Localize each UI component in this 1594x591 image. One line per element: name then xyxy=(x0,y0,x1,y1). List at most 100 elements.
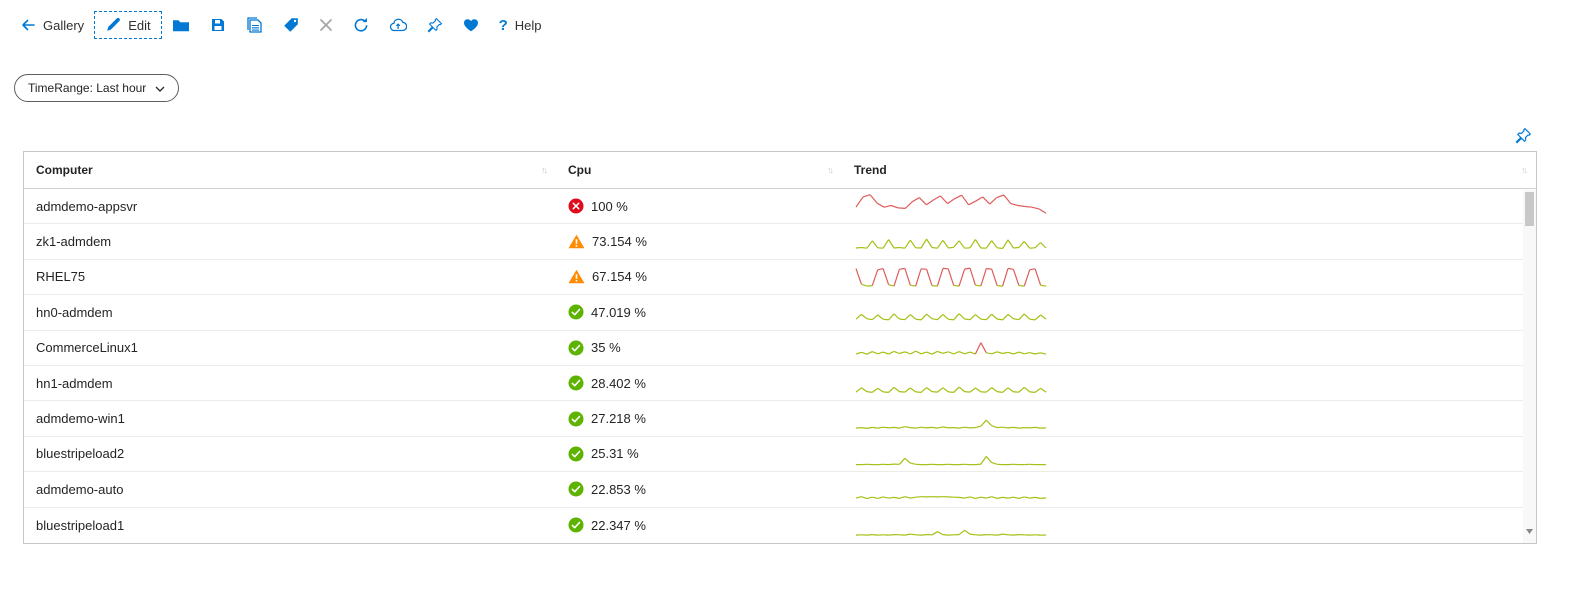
close-button xyxy=(309,12,343,38)
cpu-value: 28.402 % xyxy=(591,375,646,391)
computer-cell: admdemo-win1 xyxy=(36,411,125,427)
edit-label: Edit xyxy=(128,17,151,33)
time-range-dropdown[interactable]: TimeRange: Last hour xyxy=(14,74,180,102)
cpu-value: 67.154 % xyxy=(592,269,647,285)
cpu-cell: 47.019 % xyxy=(556,304,842,320)
close-icon xyxy=(319,18,333,32)
cpu-trend-sparkline xyxy=(855,386,1047,394)
computer-cell: hn1-admdem xyxy=(36,375,113,391)
scroll-down-arrow-icon[interactable] xyxy=(1526,521,1533,539)
table-row[interactable]: admdemo-appsvr 100 % xyxy=(24,189,1536,225)
trend-cell xyxy=(842,474,1536,504)
cpu-trend-sparkline xyxy=(855,238,1047,249)
pencil-icon xyxy=(105,17,121,33)
help-icon: ? xyxy=(498,16,508,34)
cpu-cell: 25.31 % xyxy=(556,446,842,462)
column-header-cpu[interactable]: Cpu ↑↓ xyxy=(556,152,842,188)
refresh-button[interactable] xyxy=(343,11,379,39)
table-row[interactable]: bluestripeload2 25.31 % xyxy=(24,437,1536,473)
cpu-cell: 27.218 % xyxy=(556,411,842,427)
cpu-value: 22.853 % xyxy=(591,481,646,497)
pin-icon xyxy=(1515,127,1532,147)
trend-cell xyxy=(842,262,1536,292)
column-label: Cpu xyxy=(568,163,592,177)
time-range-label: TimeRange: Last hour xyxy=(28,81,147,95)
save-all-icon xyxy=(246,17,263,33)
table-row[interactable]: zk1-admdem 73.154 % xyxy=(24,224,1536,260)
cpu-trend-sparkline xyxy=(855,496,1047,500)
toolbar: Gallery Edit xyxy=(0,0,1594,50)
gallery-label: Gallery xyxy=(43,17,85,33)
pin-grid-button[interactable] xyxy=(1515,127,1532,144)
cpu-cell: 35 % xyxy=(556,340,842,356)
cpu-value: 47.019 % xyxy=(591,304,646,320)
help-button[interactable]: ? Help xyxy=(489,12,552,39)
column-header-computer[interactable]: Computer ↑↓ xyxy=(24,152,556,188)
computer-cell: RHEL75 xyxy=(36,269,86,285)
computer-cell: hn0-admdem xyxy=(36,304,113,320)
cpu-cell: 22.347 % xyxy=(556,517,842,533)
cpu-value: 35 % xyxy=(591,340,621,356)
cpu-cell: 67.154 % xyxy=(556,269,842,284)
cpu-value: 73.154 % xyxy=(592,234,647,250)
scrollbar[interactable] xyxy=(1523,190,1536,543)
computer-cell: admdemo-appsvr xyxy=(36,198,138,214)
heart-icon xyxy=(463,18,479,32)
computer-cell: bluestripeload1 xyxy=(36,517,125,533)
success-status-icon xyxy=(568,304,584,320)
computer-cell: admdemo-auto xyxy=(36,481,124,497)
scrollbar-thumb[interactable] xyxy=(1525,192,1534,226)
table-row[interactable]: bluestripeload1 22.347 % xyxy=(24,508,1536,543)
trend-cell xyxy=(842,191,1536,221)
chevron-down-icon xyxy=(155,81,165,95)
table-row[interactable]: hn1-admdem 28.402 % xyxy=(24,366,1536,402)
cpu-utilization-grid: Computer ↑↓ Cpu ↑↓ Trend ↑↓ admdemo-apps… xyxy=(23,151,1537,544)
table-row[interactable]: hn0-admdem 47.019 % xyxy=(24,295,1536,331)
tag-icon xyxy=(283,17,299,33)
save-button[interactable] xyxy=(200,11,236,39)
back-arrow-icon xyxy=(20,17,36,33)
cpu-cell: 73.154 % xyxy=(556,234,842,249)
warning-status-icon xyxy=(568,269,585,284)
computer-cell: zk1-admdem xyxy=(36,234,112,250)
cpu-trend-sparkline xyxy=(855,313,1047,321)
table-row[interactable]: admdemo-win1 27.218 % xyxy=(24,401,1536,437)
cpu-trend-sparkline xyxy=(855,267,1047,287)
sort-icon: ↑↓ xyxy=(1521,165,1528,175)
column-header-trend[interactable]: Trend ↑↓ xyxy=(842,152,1536,188)
success-status-icon xyxy=(568,517,584,533)
computer-cell: bluestripeload2 xyxy=(36,446,125,462)
trend-cell xyxy=(842,333,1536,363)
edit-button[interactable]: Edit xyxy=(94,11,162,39)
cpu-cell: 22.853 % xyxy=(556,481,842,497)
filter-bar: TimeRange: Last hour xyxy=(0,50,1594,103)
open-button[interactable] xyxy=(162,12,200,39)
sort-icon: ↑↓ xyxy=(541,165,548,175)
cpu-value: 100 % xyxy=(591,198,628,214)
table-row[interactable]: admdemo-auto 22.853 % xyxy=(24,472,1536,508)
table-row[interactable]: RHEL75 67.154 % xyxy=(24,260,1536,296)
cpu-value: 27.218 % xyxy=(591,411,646,427)
refresh-icon xyxy=(353,17,369,33)
cpu-trend-sparkline xyxy=(856,455,1046,466)
cpu-cell: 28.402 % xyxy=(556,375,842,391)
table-row[interactable]: CommerceLinux1 35 % xyxy=(24,331,1536,366)
help-label: Help xyxy=(514,17,542,33)
cloud-button[interactable] xyxy=(379,12,417,38)
pin-button[interactable] xyxy=(417,11,453,39)
grid-actions xyxy=(0,103,1594,151)
grid-body: admdemo-appsvr 100 % zk1-admdem 73.154 % RHE… xyxy=(24,189,1536,543)
cpu-trend-sparkline xyxy=(855,419,1047,429)
success-status-icon xyxy=(568,481,584,497)
tag-button[interactable] xyxy=(273,11,309,39)
gallery-button[interactable]: Gallery xyxy=(10,11,94,39)
favorite-button[interactable] xyxy=(453,12,489,38)
warning-status-icon xyxy=(568,234,585,249)
grid-header: Computer ↑↓ Cpu ↑↓ Trend ↑↓ xyxy=(24,152,1536,189)
trend-cell xyxy=(842,439,1536,469)
success-status-icon xyxy=(568,446,584,462)
folder-icon xyxy=(172,18,190,33)
success-status-icon xyxy=(568,340,584,356)
save-all-button[interactable] xyxy=(236,11,273,39)
cpu-trend-sparkline xyxy=(855,342,1047,355)
